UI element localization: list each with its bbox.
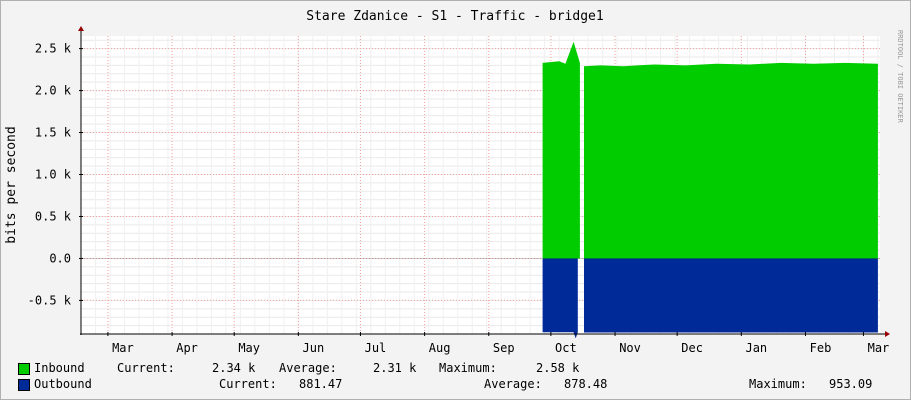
x-tick-label: Nov — [619, 341, 641, 355]
inbound-area-segment — [542, 41, 580, 259]
outbound-area-segment — [542, 258, 578, 339]
y-tick-label: 1.5 k — [35, 126, 72, 140]
outbound-area-segment — [583, 258, 878, 333]
y-axis-label: bits per second — [4, 126, 19, 243]
x-tick-label: Mar — [112, 341, 134, 355]
x-tick-label: Mar — [868, 341, 890, 355]
chart-title: Stare Zdanice - S1 - Traffic - bridge1 — [306, 9, 603, 24]
y-tick-label: -0.5 k — [28, 293, 72, 307]
y-tick-label: 2.0 k — [35, 84, 72, 98]
series-layer — [542, 41, 878, 339]
y-tick-label: 0.0 — [49, 251, 71, 265]
x-tick-label: Jan — [745, 341, 767, 355]
x-tick-label: Aug — [429, 341, 451, 355]
axes — [78, 26, 890, 337]
y-axis-arrow — [78, 26, 84, 31]
x-tick-label: Sep — [493, 341, 515, 355]
x-tick-label: Feb — [810, 341, 832, 355]
tick-labels: 2.5 k 2.0 k 1.5 k 1.0 k 0.5 k 0.0 -0.5 k Mar Apr… — [28, 42, 890, 355]
x-tick-label: Oct — [555, 341, 577, 355]
y-tick-label: 2.5 k — [35, 42, 72, 56]
x-tick-label: Apr — [176, 341, 198, 355]
x-tick-label: Jul — [365, 341, 387, 355]
watermark: RRDTOOL / TOBI OETIKER — [896, 30, 904, 124]
y-tick-label: 0.5 k — [35, 209, 72, 223]
x-tick-label: Dec — [681, 341, 703, 355]
x-tick-label: May — [238, 341, 260, 355]
inbound-area-segment — [583, 62, 878, 259]
x-axis-arrow — [885, 331, 890, 337]
x-tick-label: Jun — [303, 341, 325, 355]
y-tick-label: 1.0 k — [35, 168, 72, 182]
